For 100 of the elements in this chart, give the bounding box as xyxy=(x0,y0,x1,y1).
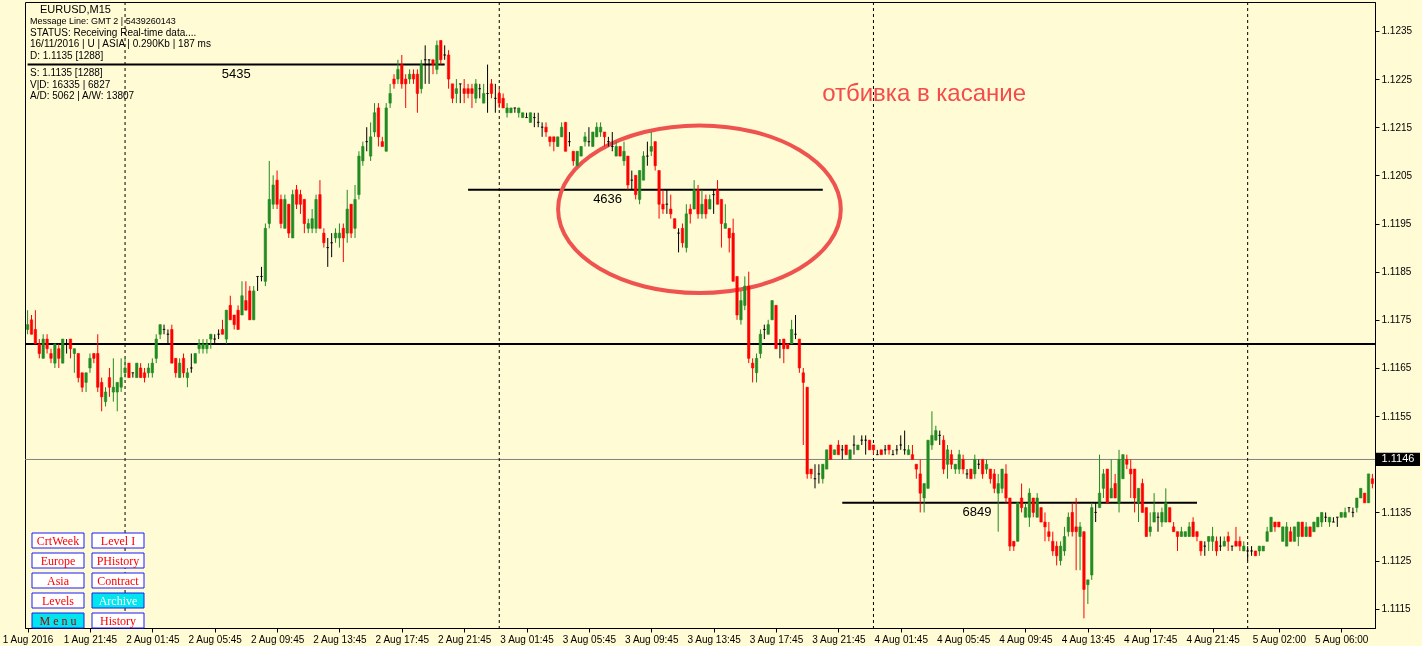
annotation: Level I xyxy=(100,534,136,548)
annotation: Asia xyxy=(47,574,70,588)
candlestick xyxy=(431,59,435,75)
x-tick-label: 4 Aug 17:45 xyxy=(1124,633,1178,645)
candlestick xyxy=(755,353,759,383)
candlestick xyxy=(1070,502,1074,538)
series-label: 5435 xyxy=(221,65,251,81)
candlestick xyxy=(369,121,373,162)
annotation: Archive xyxy=(98,594,138,608)
candlestick xyxy=(782,338,786,364)
candlestick xyxy=(688,203,692,225)
candlestick xyxy=(396,59,400,85)
candlestick xyxy=(899,434,903,451)
candlestick xyxy=(645,141,649,167)
x-tick-label: 2 Aug 05:45 xyxy=(188,633,243,645)
candlestick xyxy=(1324,511,1328,523)
x-tick-label: 2 Aug 13:45 xyxy=(313,633,368,645)
x-tick-label: 1 Aug 2016 xyxy=(2,633,54,645)
candlestick xyxy=(817,463,821,485)
candlestick xyxy=(677,227,681,253)
candlestick xyxy=(1129,458,1133,499)
candlestick xyxy=(119,357,123,393)
annotation: PHistory xyxy=(96,554,140,568)
candlestick xyxy=(505,102,509,119)
candlestick xyxy=(723,203,727,229)
y-tick-label: 1.1155 xyxy=(1381,410,1412,422)
candlestick xyxy=(1238,536,1242,552)
candlestick xyxy=(864,434,868,456)
annotation: Contract xyxy=(97,574,140,588)
candlestick xyxy=(1226,531,1230,552)
y-tick-label: 1.1235 xyxy=(1381,25,1413,37)
x-tick-label: 3 Aug 13:45 xyxy=(687,633,742,645)
candlestick xyxy=(104,386,108,407)
candlestick xyxy=(1230,545,1234,552)
candlestick xyxy=(1335,516,1339,528)
candlestick xyxy=(1164,487,1168,523)
candlestick xyxy=(1020,483,1024,513)
candlestick xyxy=(41,333,45,359)
candlestick xyxy=(1066,511,1070,538)
annotation: D: 1.1135 [1288] xyxy=(30,49,104,61)
candlestick xyxy=(259,266,263,282)
y-tick-label: 1.1205 xyxy=(1381,169,1413,181)
candlestick xyxy=(474,78,478,104)
x-tick-label: 3 Aug 05:45 xyxy=(562,633,617,645)
candlestick xyxy=(790,319,794,345)
candlestick xyxy=(189,353,193,374)
candlestick xyxy=(178,357,182,379)
candlestick xyxy=(1035,492,1039,518)
candlestick xyxy=(185,367,189,388)
candlestick xyxy=(680,223,684,249)
candlestick xyxy=(544,121,548,138)
candlestick xyxy=(794,314,797,340)
x-tick-label: 2 Aug 01:45 xyxy=(126,633,180,645)
annotation: A/D: 5062 | A/W: 13807 xyxy=(30,90,135,101)
annotation: History xyxy=(100,614,136,628)
chart-title: EURUSD,M15 xyxy=(40,3,111,15)
x-tick-label: 3 Aug 09:45 xyxy=(625,633,679,645)
x-tick-label: 4 Aug 09:45 xyxy=(999,633,1054,645)
candlestick xyxy=(1191,516,1195,538)
candlestick xyxy=(439,40,443,66)
candlestick xyxy=(1109,458,1113,499)
annotation: Message Line: GMT 2 | 5439260143 xyxy=(30,16,176,26)
candlestick xyxy=(758,328,762,359)
series-label: 6849 xyxy=(962,503,992,519)
candlestick xyxy=(957,449,961,475)
annotation: Levels xyxy=(42,594,75,608)
candlestick xyxy=(949,449,953,470)
x-tick-label: 4 Aug 01:45 xyxy=(874,633,929,645)
candlestick xyxy=(201,338,205,355)
candlestick xyxy=(493,83,497,114)
y-tick-label: 1.1165 xyxy=(1381,362,1412,374)
x-tick-label: 3 Aug 17:45 xyxy=(749,633,804,645)
candlestick xyxy=(482,83,486,104)
candlestick xyxy=(72,348,76,374)
candlestick xyxy=(1214,536,1218,557)
candlestick xyxy=(182,353,186,379)
candlestick xyxy=(217,328,221,340)
x-tick-label: 2 Aug 17:45 xyxy=(375,633,430,645)
series-label: 4636 xyxy=(593,190,623,206)
candlestick xyxy=(205,338,209,355)
candlestick xyxy=(489,78,493,99)
x-tick-label: 3 Aug 21:45 xyxy=(812,633,867,645)
y-tick-label: 1.1195 xyxy=(1381,218,1412,230)
candlestick xyxy=(443,44,447,61)
candlestick xyxy=(1211,526,1215,552)
x-tick-label: 4 Aug 05:45 xyxy=(936,633,991,645)
candlestick xyxy=(1203,540,1207,557)
candlestick xyxy=(1285,521,1289,547)
annotation: Europe xyxy=(40,554,76,568)
annotation: CrtWeek xyxy=(36,534,80,548)
candlestick xyxy=(497,88,501,109)
candlestick xyxy=(1062,526,1066,557)
annotation: STATUS: Receiving Real-time data.... xyxy=(30,26,197,38)
candlestick xyxy=(1098,454,1102,509)
x-tick-label: 3 Aug 01:45 xyxy=(500,633,555,645)
x-tick-label: 1 Aug 21:45 xyxy=(63,633,118,645)
annotation: M e n u xyxy=(39,614,77,628)
candlestick xyxy=(946,444,950,480)
candlestick xyxy=(965,468,969,480)
candlestick xyxy=(373,102,377,138)
